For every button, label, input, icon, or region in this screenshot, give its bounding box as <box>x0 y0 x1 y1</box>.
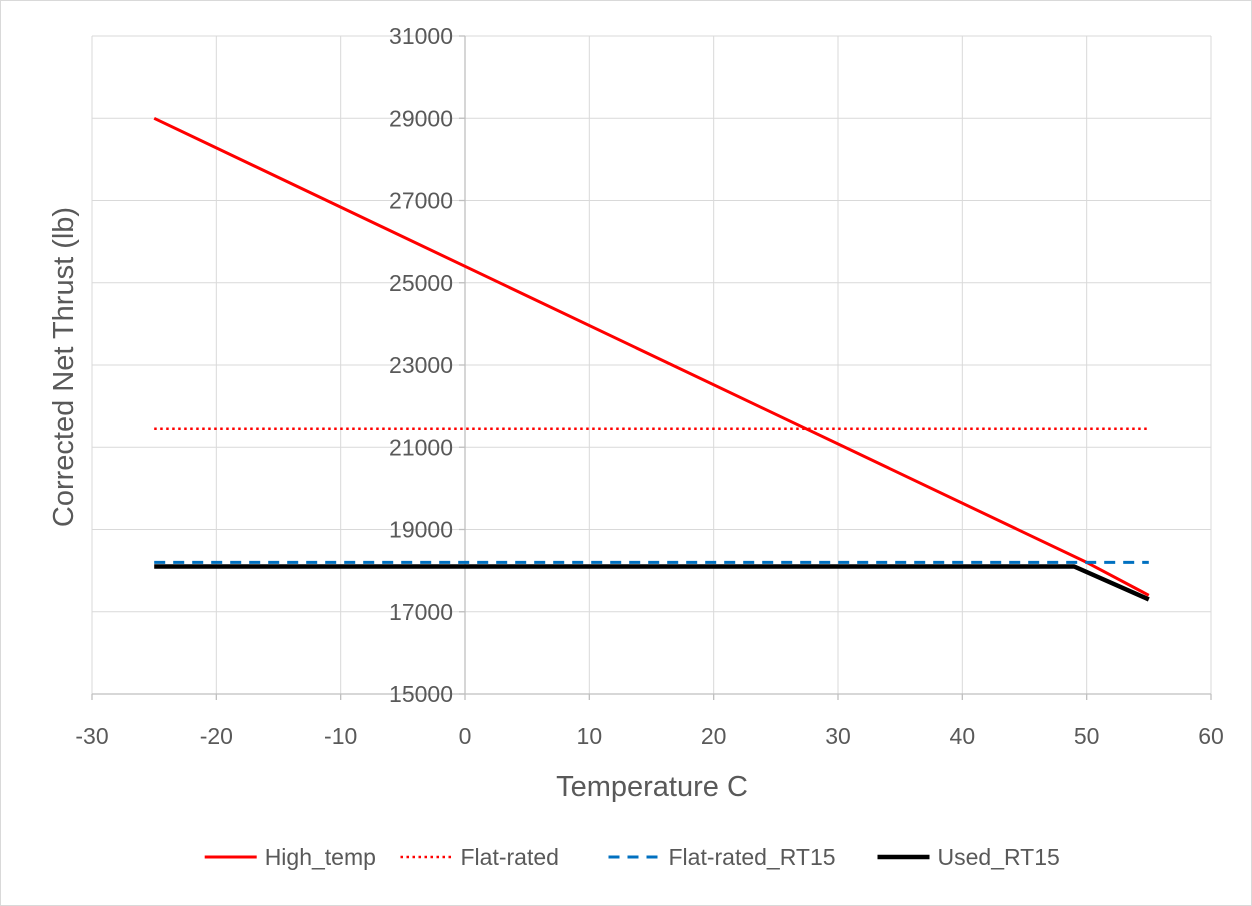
x-tick-label: -20 <box>200 723 233 749</box>
y-tick-label: 23000 <box>389 352 453 378</box>
legend-label-flat-rated-rt15: Flat-rated_RT15 <box>669 844 836 870</box>
x-tick-label: 40 <box>950 723 976 749</box>
y-tick-label: 25000 <box>389 270 453 296</box>
legend-item-used-rt15: Used_RT15 <box>877 844 1060 870</box>
series-line-used-rt15 <box>154 564 1150 602</box>
y-tick-label: 17000 <box>389 599 453 625</box>
x-tick-label: -10 <box>324 723 357 749</box>
legend-label-flat-rated: Flat-rated <box>461 844 559 870</box>
x-tick-label: 60 <box>1198 723 1224 749</box>
y-axis-title: Corrected Net Thrust (lb) <box>48 207 80 527</box>
y-tick-label: 19000 <box>389 517 453 543</box>
axes <box>91 35 1212 700</box>
legend: High_temp Flat-rated Flat-rated_RT15 Used_R… <box>204 844 1060 870</box>
x-axis-title: Temperature C <box>556 771 748 803</box>
y-tick-label: 29000 <box>389 105 453 131</box>
x-tick-label: 20 <box>701 723 727 749</box>
tick-labels: -30 -20 -10 0 10 20 30 40 50 60 15000 17000 19000 210… <box>75 23 1223 749</box>
x-tick-label: 30 <box>825 723 851 749</box>
y-tick-label: 27000 <box>389 188 453 214</box>
x-tick-label: -30 <box>75 723 108 749</box>
series <box>153 116 1150 602</box>
legend-item-high-temp: High_temp <box>204 844 376 870</box>
grid <box>91 35 1212 695</box>
y-tick-label: 21000 <box>389 434 453 460</box>
y-tick-label: 15000 <box>389 681 453 707</box>
x-tick-label: 50 <box>1074 723 1100 749</box>
y-tick-label: 31000 <box>389 23 453 49</box>
x-tick-label: 0 <box>459 723 472 749</box>
x-tick-label: 10 <box>577 723 603 749</box>
series-line-high-temp <box>153 116 1150 597</box>
legend-item-flat-rated: Flat-rated <box>400 844 559 870</box>
legend-label-used-rt15: Used_RT15 <box>938 844 1060 870</box>
legend-item-flat-rated-rt15: Flat-rated_RT15 <box>608 844 836 870</box>
legend-label-high-temp: High_temp <box>265 844 376 870</box>
